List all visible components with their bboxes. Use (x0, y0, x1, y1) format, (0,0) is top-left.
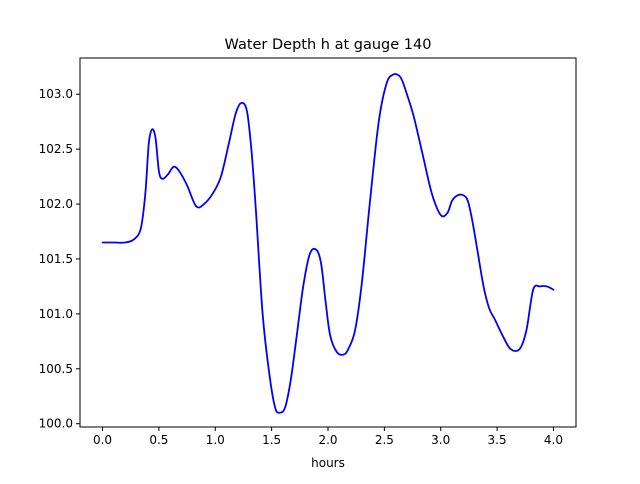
x-tick-label: 0.5 (149, 433, 168, 447)
x-axis-label: hours (311, 456, 345, 470)
x-tick-label: 4.0 (544, 433, 563, 447)
y-tick-label: 101.0 (39, 307, 73, 321)
y-axis-ticks: 100.0 100.5 101.0 101.5 102.0 102.5 103.0 (39, 87, 80, 431)
y-tick-label: 100.0 (39, 417, 73, 431)
x-tick-label: 1.0 (206, 433, 225, 447)
y-tick-label: 102.0 (39, 197, 73, 211)
x-tick-label: 2.5 (375, 433, 394, 447)
x-tick-label: 1.5 (262, 433, 281, 447)
chart-title: Water Depth h at gauge 140 (225, 37, 432, 53)
y-tick-label: 101.5 (39, 252, 73, 266)
x-tick-label: 2.0 (318, 433, 337, 447)
plot-area-frame (79, 57, 577, 428)
x-tick-label: 0.0 (93, 433, 112, 447)
y-tick-label: 100.5 (39, 362, 73, 376)
x-axis-ticks: 0.0 0.5 1.0 1.5 2.0 2.5 3.0 3.5 4.0 (93, 427, 563, 447)
x-tick-label: 3.0 (431, 433, 450, 447)
x-tick-label: 3.5 (488, 433, 507, 447)
y-tick-label: 103.0 (39, 87, 73, 101)
y-tick-label: 102.5 (39, 142, 73, 156)
series-line (101, 73, 555, 414)
